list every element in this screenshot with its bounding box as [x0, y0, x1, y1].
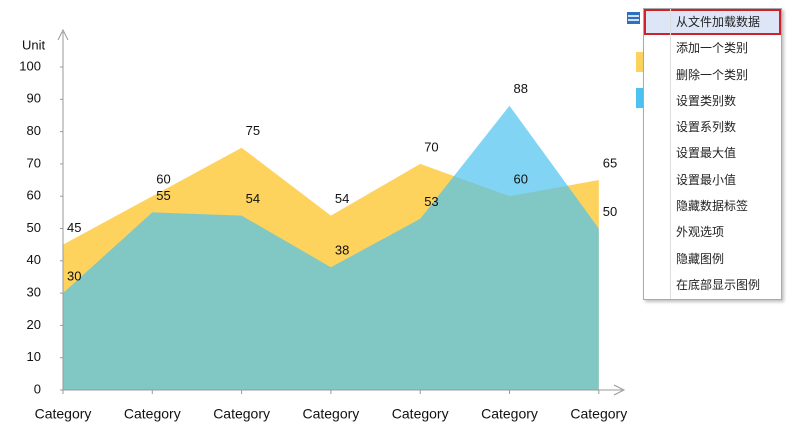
menu-item[interactable]: 设置类别数 [676, 93, 737, 108]
y-axis-label: Unit [22, 37, 46, 52]
y-tick-label: 70 [27, 155, 41, 170]
data-label: 50 [603, 204, 617, 219]
menu-item[interactable]: 隐藏数据标签 [676, 199, 749, 214]
menu-item[interactable]: 设置最小值 [676, 172, 737, 187]
data-label: 60 [156, 172, 170, 187]
x-axis-arrow [613, 384, 626, 396]
y-tick-label: 40 [27, 252, 41, 267]
data-label: 38 [335, 243, 349, 258]
menu-item[interactable]: 删除一个类别 [676, 67, 749, 82]
y-axis-arrow [57, 28, 69, 41]
menu-icon[interactable] [627, 12, 640, 24]
data-label: 65 [603, 155, 617, 170]
y-tick-label: 80 [27, 123, 41, 138]
x-tick-label: Category [392, 406, 449, 422]
y-tick-label: 50 [27, 220, 41, 235]
y-tick-label: 20 [27, 317, 41, 332]
data-label: 54 [246, 191, 260, 206]
x-tick-label: Category [213, 406, 270, 422]
menu-item[interactable]: 添加一个类别 [676, 41, 749, 56]
menu-item[interactable]: 在底部显示图例 [676, 277, 761, 292]
context-menu: 从文件加载数据添加一个类别 删除一个类别 设置类别数设置系列数设置最大值设置最小值隐… [643, 8, 782, 300]
menu-item[interactable]: 设置最大值 [676, 146, 737, 161]
data-label: 60 [514, 172, 528, 187]
y-tick-label: 90 [27, 91, 41, 106]
x-tick-label: Category [570, 406, 627, 422]
legend-swatch [636, 88, 646, 108]
x-tick-label: Category [124, 406, 181, 422]
area [63, 105, 599, 390]
x-tick-label: Category [481, 406, 538, 422]
menu-item[interactable]: 设置系列数 [676, 120, 737, 135]
data-label: 70 [424, 139, 438, 154]
menu-item[interactable]: 外观选项 [676, 225, 725, 240]
menu-item[interactable]: 从文件加载数据 [644, 9, 781, 36]
data-label: 88 [514, 81, 528, 96]
data-label: 45 [67, 220, 81, 235]
menu-item[interactable]: 隐藏图例 [676, 251, 725, 266]
data-label: 30 [67, 269, 81, 284]
legend-swatch [636, 52, 646, 72]
y-tick-label: 100 [19, 58, 41, 73]
y-tick-label: 0 [34, 381, 41, 396]
y-tick-label: 30 [27, 285, 41, 300]
data-label: 53 [424, 194, 438, 209]
data-label: 75 [246, 123, 260, 138]
y-tick-label: 10 [27, 349, 41, 364]
x-tick-label: Category [302, 406, 359, 422]
x-tick-label: Category [35, 406, 92, 422]
y-tick-label: 60 [27, 188, 41, 203]
data-label: 54 [335, 191, 349, 206]
data-label: 55 [156, 188, 170, 203]
